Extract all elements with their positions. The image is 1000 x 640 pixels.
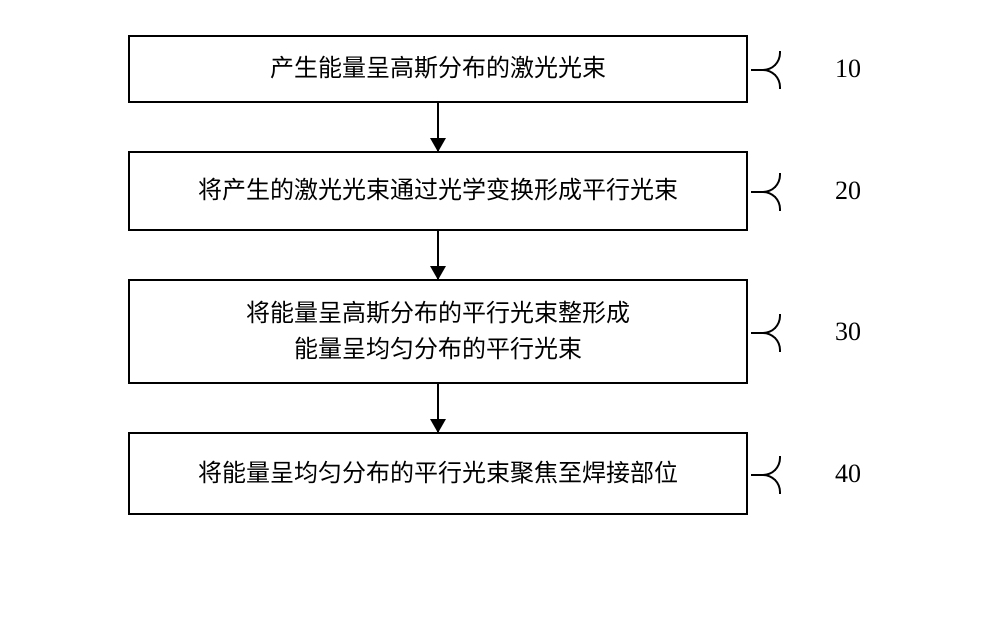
connector-curve — [751, 474, 781, 494]
connector-curve — [751, 191, 781, 211]
flowchart-box-10: 产生能量呈高斯分布的激光光束 10 — [128, 35, 748, 103]
box-text-line2: 能量呈均匀分布的平行光束 — [294, 337, 582, 363]
box-text: 将能量呈均匀分布的平行光束聚焦至焊接部位 — [198, 456, 678, 492]
connector-curve — [751, 173, 781, 193]
flowchart-box-20: 将产生的激光光束通过光学变换形成平行光束 20 — [128, 151, 748, 231]
flowchart-box-30: 将能量呈高斯分布的平行光束整形成 能量呈均匀分布的平行光束 30 — [128, 279, 748, 384]
box-text: 产生能量呈高斯分布的激光光束 — [270, 51, 606, 87]
connector-curve — [751, 332, 781, 352]
box-label: 40 — [835, 459, 861, 489]
box-label: 20 — [835, 176, 861, 206]
flowchart-arrow — [128, 231, 748, 279]
flowchart-box-40: 将能量呈均匀分布的平行光束聚焦至焊接部位 40 — [128, 432, 748, 515]
connector-curve — [751, 69, 781, 89]
box-text-line1: 将能量呈高斯分布的平行光束整形成 — [246, 301, 630, 327]
box-text: 将产生的激光光束通过光学变换形成平行光束 — [198, 173, 678, 209]
connector-curve — [751, 314, 781, 334]
box-text: 将能量呈高斯分布的平行光束整形成 能量呈均匀分布的平行光束 — [246, 296, 630, 368]
flowchart-arrow — [128, 103, 748, 151]
connector-curve — [751, 51, 781, 71]
box-label: 30 — [835, 317, 861, 347]
flowchart-arrow — [128, 384, 748, 432]
connector-curve — [751, 456, 781, 476]
box-label: 10 — [835, 54, 861, 84]
flowchart-container: 产生能量呈高斯分布的激光光束 10 将产生的激光光束通过光学变换形成平行光束 2… — [128, 35, 848, 515]
